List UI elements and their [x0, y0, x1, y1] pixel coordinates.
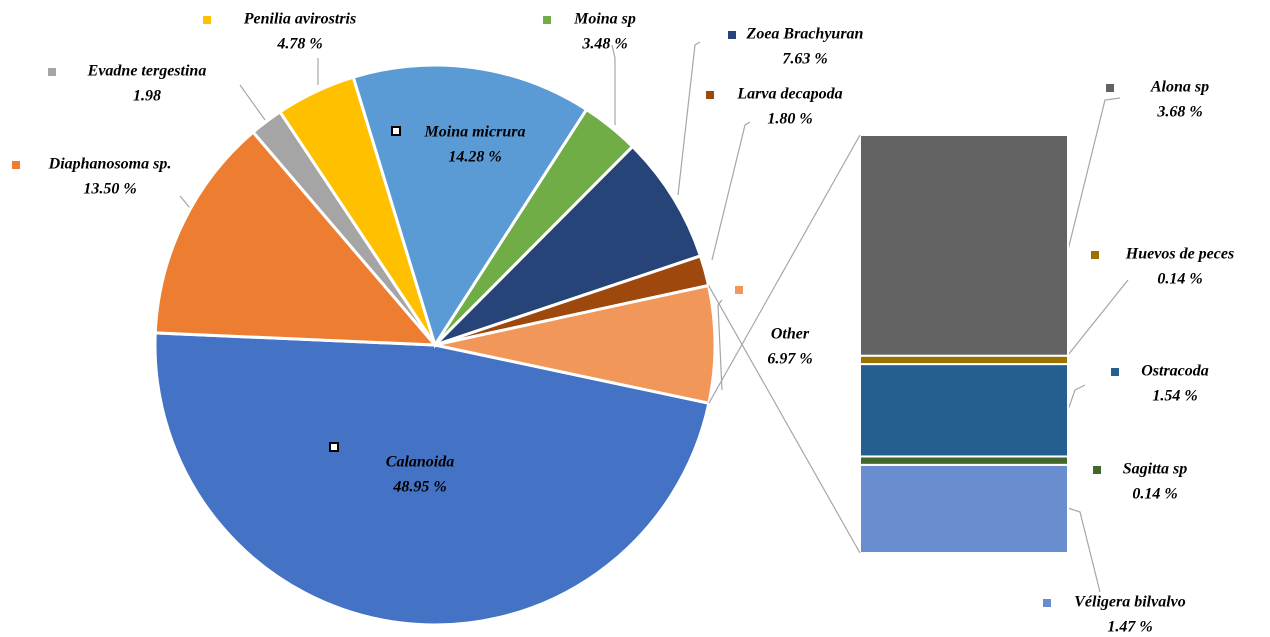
bar-label-value: 0.14 %: [1132, 486, 1177, 503]
bar-segment: [859, 363, 1069, 458]
label-marker: [48, 68, 56, 76]
pie-label-value: 13.50 %: [83, 181, 136, 198]
pie-label: Larva decapoda: [736, 86, 842, 103]
bar-segment: [859, 455, 1069, 466]
leader-line: [717, 299, 723, 391]
leader-line: [1067, 507, 1101, 593]
bar-label-value: 1.54 %: [1152, 388, 1197, 405]
pie-slice: [153, 331, 711, 627]
bar-segment: [859, 463, 1069, 555]
pie-label-value: 1.98: [133, 88, 161, 105]
bar-label: Véligera bilvalvo: [1074, 594, 1186, 611]
bar-label: Ostracoda: [1141, 363, 1209, 380]
label-marker: [706, 91, 714, 99]
label-marker: [1106, 84, 1114, 92]
pie-label-value: 1.80 %: [767, 111, 812, 128]
bar-label-value: 0.14 %: [1157, 271, 1202, 288]
pie-label: Evadne tergestina: [87, 63, 207, 80]
leader-line: [1067, 97, 1121, 251]
bar-label-value: 1.47 %: [1107, 619, 1152, 636]
pie-label-value: 48.95 %: [392, 479, 446, 496]
leader-line: [711, 121, 751, 261]
label-marker: [1043, 599, 1051, 607]
pie-label-value: 7.63 %: [782, 51, 827, 68]
pie-label-value: 3.48 %: [581, 36, 627, 53]
leader-line: [677, 41, 701, 196]
bar-label: Huevos de peces: [1125, 246, 1234, 263]
pie-label-value: 14.28 %: [448, 149, 501, 166]
pie-label: Zoea Brachyuran: [746, 26, 864, 43]
pie-slice: [433, 144, 703, 347]
label-marker: [543, 16, 551, 24]
leader-line: [239, 84, 266, 121]
label-marker: [203, 16, 211, 24]
pie-label: Other: [771, 326, 810, 343]
connector: [708, 134, 861, 404]
pie-label-value: 4.78 %: [276, 36, 322, 53]
bar-segment: [859, 134, 1069, 357]
leader-line: [611, 44, 616, 125]
label-marker: [329, 442, 339, 452]
pie-slice: [153, 130, 439, 347]
pie-label-value: 6.97 %: [767, 351, 812, 368]
bar-segment: [859, 354, 1069, 366]
leader-line: [1067, 279, 1129, 356]
pie-label: Moina sp: [573, 11, 636, 28]
label-marker: [735, 286, 743, 294]
label-marker: [728, 31, 736, 39]
label-marker: [12, 161, 20, 169]
leader-lines: [179, 41, 1129, 593]
pie-label: Penilia avirostris: [243, 11, 356, 28]
pie-label: Moina micrura: [424, 124, 526, 141]
label-marker: [1091, 251, 1099, 259]
bar-label: Sagitta sp: [1123, 461, 1187, 478]
label-marker: [1111, 368, 1119, 376]
leader-line: [1067, 384, 1086, 411]
pie-slice: [434, 283, 717, 405]
label-marker: [1093, 466, 1101, 474]
pie-label: Calanoida: [386, 454, 454, 471]
pie-label: Diaphanosoma sp.: [48, 156, 172, 173]
label-marker: [391, 126, 401, 136]
connector: [708, 285, 861, 554]
bar-label-value: 3.68 %: [1156, 104, 1202, 121]
bar-label: Alona sp: [1150, 79, 1209, 96]
pie-slice: [351, 63, 589, 349]
